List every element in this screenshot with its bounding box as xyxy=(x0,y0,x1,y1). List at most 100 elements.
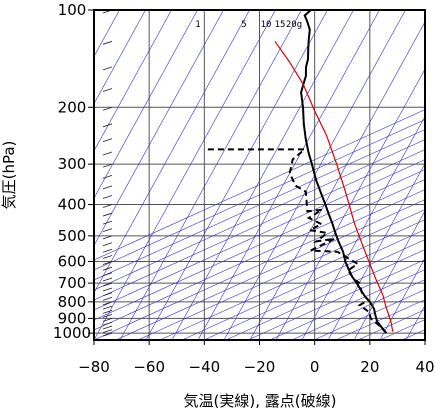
adiabat-line xyxy=(94,169,425,321)
x-tick-label: −20 xyxy=(244,358,276,376)
x-axis-label: 気温(実線), 露点(破線) xyxy=(184,392,337,410)
adiabat-line xyxy=(94,159,425,311)
mixing-ratio-line xyxy=(275,68,425,340)
wind-barb xyxy=(102,185,113,190)
wind-barb xyxy=(102,297,113,301)
adiabat-line xyxy=(94,109,425,261)
wind-barb xyxy=(102,163,113,168)
wind-barb xyxy=(102,228,113,233)
y-axis-label: 気圧(hPa) xyxy=(0,141,18,210)
adiabat-line xyxy=(203,239,425,340)
mixing-ratio-line xyxy=(353,210,425,340)
mixing-ratio-label-layer: 1 5 10 15 20g xyxy=(195,20,302,30)
adiabat-line xyxy=(247,259,425,340)
wind-barb xyxy=(102,66,113,71)
adiabat-line xyxy=(137,209,425,340)
wind-barb xyxy=(102,123,113,128)
mixing-ratio-line xyxy=(249,21,425,340)
mixing-ratio-line xyxy=(379,257,425,340)
wind-barb xyxy=(102,266,113,271)
wind-barb xyxy=(102,329,113,333)
wind-barb xyxy=(102,106,113,111)
y-tick-label: 900 xyxy=(58,309,87,327)
y-tick-label: 400 xyxy=(58,196,87,214)
x-tick-label: 40 xyxy=(415,358,434,376)
adiabat-line xyxy=(94,139,425,291)
wind-barb xyxy=(102,88,113,92)
dewpoint-profile-line xyxy=(207,148,388,334)
wind-barb xyxy=(102,204,113,208)
wind-barb xyxy=(102,282,113,287)
mixing-ratio-line xyxy=(94,10,250,294)
wind-barb xyxy=(102,138,113,142)
wind-barb xyxy=(102,195,113,199)
y-tick-label: 300 xyxy=(58,155,87,173)
x-tick-label: 0 xyxy=(310,358,320,376)
mixing-ratio-label: 15 xyxy=(275,20,286,30)
adiabat-line xyxy=(94,189,425,340)
mixing-ratio-line xyxy=(94,10,224,247)
adiabat-line xyxy=(94,149,425,301)
wind-barb xyxy=(102,314,113,318)
wind-barb xyxy=(102,321,113,326)
x-tick-label: −80 xyxy=(78,358,110,376)
wind-barb xyxy=(102,261,113,265)
reference-profile-line xyxy=(274,40,394,332)
mixing-ratio-label: 10 xyxy=(261,20,272,30)
wind-barb xyxy=(102,272,113,277)
adiabat-line xyxy=(115,199,425,340)
y-tick-label: 200 xyxy=(58,98,87,116)
wind-barb xyxy=(102,255,113,259)
y-tick-label: 500 xyxy=(58,227,87,245)
grid-layer xyxy=(94,10,425,340)
y-tick-label: 100 xyxy=(58,1,87,19)
mixing-ratio-label: 20g xyxy=(286,20,302,30)
wind-barb xyxy=(102,292,113,297)
adiabat-line xyxy=(94,179,425,331)
mixing-ratio-line xyxy=(171,10,354,340)
adiabat-line xyxy=(225,249,425,340)
x-tick-label: 20 xyxy=(360,358,379,376)
y-tick-label: 600 xyxy=(58,252,87,270)
wind-barb-layer xyxy=(102,9,113,337)
adiabat-line xyxy=(159,219,425,340)
y-tick-label: 700 xyxy=(58,274,87,292)
wind-barb xyxy=(102,235,113,240)
x-tick-label: −40 xyxy=(189,358,221,376)
series-layer xyxy=(207,10,394,334)
mixing-ratio-line xyxy=(94,10,172,152)
mixing-ratio-label: 5 xyxy=(241,20,246,30)
mixing-ratio-line xyxy=(301,115,425,340)
wind-barb xyxy=(102,277,113,282)
x-tick-layer: −80 −60 −40 −20 0 20 40 xyxy=(78,340,435,376)
adiabat-line xyxy=(269,269,425,340)
wind-barb xyxy=(102,40,113,45)
mixing-ratio-line xyxy=(94,10,276,340)
wind-barb xyxy=(102,325,113,330)
wind-barb xyxy=(102,332,113,337)
wind-barb xyxy=(102,309,113,314)
y-tick-label: 800 xyxy=(58,293,87,311)
mixing-ratio-line xyxy=(94,10,198,199)
x-tick-label: −60 xyxy=(133,358,165,376)
mixing-ratio-line xyxy=(145,10,328,340)
wind-barb xyxy=(102,212,113,217)
mixing-ratio-line xyxy=(197,10,380,340)
adiabat-line xyxy=(94,129,425,281)
wind-barb xyxy=(102,287,113,292)
mixing-ratio-line xyxy=(119,10,302,340)
mixing-ratio-label: 1 xyxy=(195,20,200,30)
adiabat-line xyxy=(181,229,425,340)
adiabat-line xyxy=(291,279,425,340)
wind-barb xyxy=(102,242,113,247)
wind-barb xyxy=(102,248,113,253)
wind-barb xyxy=(102,220,113,225)
wind-barb xyxy=(102,175,113,179)
wind-barb xyxy=(102,301,113,306)
y-tick-label: 1000 xyxy=(53,324,91,342)
wind-barb xyxy=(102,305,113,310)
mixing-ratio-line xyxy=(94,10,146,105)
wind-barb xyxy=(102,317,113,322)
